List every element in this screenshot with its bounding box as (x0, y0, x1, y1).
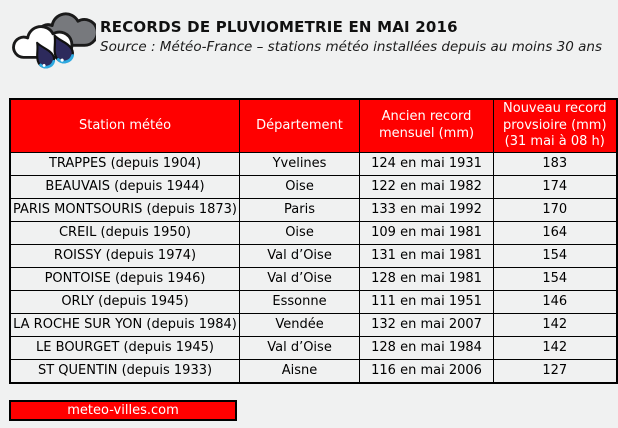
table-row: PARIS MONTSOURIS (depuis 1873) Paris 133… (9, 198, 618, 222)
cell-station: BEAUVAIS (depuis 1944) (9, 175, 241, 199)
cell-ancien-record: 128 en mai 1981 (359, 267, 495, 291)
table-row: ST QUENTIN (depuis 1933) Aisne 116 en ma… (9, 359, 618, 384)
cell-ancien-record: 131 en mai 1981 (359, 244, 495, 268)
table-row: ORLY (depuis 1945) Essonne 111 en mai 19… (9, 290, 618, 314)
cell-station: TRAPPES (depuis 1904) (9, 152, 241, 176)
table-row: PONTOISE (depuis 1946) Val d’Oise 128 en… (9, 267, 618, 291)
cell-station: LA ROCHE SUR YON (depuis 1984) (9, 313, 241, 337)
col-header-nouveau-record: Nouveau record provsioire (mm) (31 mai à… (493, 98, 618, 153)
cell-nouveau-record: 164 (493, 221, 618, 245)
cell-departement: Aisne (239, 359, 361, 384)
page-title: RECORDS DE PLUVIOMETRIE EN MAI 2016 (100, 18, 458, 36)
col-header-station: Station météo (9, 98, 241, 153)
table-row: TRAPPES (depuis 1904) Yvelines 124 en ma… (9, 152, 618, 176)
cell-nouveau-record: 174 (493, 175, 618, 199)
cell-ancien-record: 109 en mai 1981 (359, 221, 495, 245)
cell-station: PARIS MONTSOURIS (depuis 1873) (9, 198, 241, 222)
cell-departement: Oise (239, 175, 361, 199)
cell-ancien-record: 116 en mai 2006 (359, 359, 495, 384)
table-row: ROISSY (depuis 1974) Val d’Oise 131 en m… (9, 244, 618, 268)
cell-departement: Val d’Oise (239, 244, 361, 268)
cell-nouveau-record: 183 (493, 152, 618, 176)
cell-nouveau-record: 170 (493, 198, 618, 222)
col-header-ancien-record: Ancien record mensuel (mm) (359, 98, 495, 153)
cell-station: ST QUENTIN (depuis 1933) (9, 359, 241, 384)
cell-station: ORLY (depuis 1945) (9, 290, 241, 314)
table-header-row: Station météo Département Ancien record … (9, 98, 618, 153)
cell-departement: Paris (239, 198, 361, 222)
cell-ancien-record: 133 en mai 1992 (359, 198, 495, 222)
cell-departement: Yvelines (239, 152, 361, 176)
cell-ancien-record: 128 en mai 1984 (359, 336, 495, 360)
cell-departement: Essonne (239, 290, 361, 314)
cell-station: ROISSY (depuis 1974) (9, 244, 241, 268)
site-label: meteo-villes.com (67, 403, 179, 418)
table-row: LE BOURGET (depuis 1945) Val d’Oise 128 … (9, 336, 618, 360)
cell-departement: Vendée (239, 313, 361, 337)
cell-station: PONTOISE (depuis 1946) (9, 267, 241, 291)
site-banner: meteo-villes.com (9, 400, 237, 421)
cell-departement: Oise (239, 221, 361, 245)
table-row: CREIL (depuis 1950) Oise 109 en mai 1981… (9, 221, 618, 245)
cell-ancien-record: 111 en mai 1951 (359, 290, 495, 314)
cell-nouveau-record: 142 (493, 313, 618, 337)
cell-nouveau-record: 154 (493, 244, 618, 268)
records-table: Station météo Département Ancien record … (9, 98, 618, 384)
col-header-departement: Département (239, 98, 361, 153)
cell-nouveau-record: 127 (493, 359, 618, 384)
cell-ancien-record: 124 en mai 1931 (359, 152, 495, 176)
table-row: LA ROCHE SUR YON (depuis 1984) Vendée 13… (9, 313, 618, 337)
cell-station: LE BOURGET (depuis 1945) (9, 336, 241, 360)
cell-station: CREIL (depuis 1950) (9, 221, 241, 245)
raindrop-icon (36, 41, 56, 69)
cell-ancien-record: 132 en mai 2007 (359, 313, 495, 337)
cell-nouveau-record: 154 (493, 267, 618, 291)
cell-departement: Val d’Oise (239, 267, 361, 291)
source-subtitle: Source : Météo-France – stations météo i… (100, 39, 602, 55)
table-row: BEAUVAIS (depuis 1944) Oise 122 en mai 1… (9, 175, 618, 199)
cell-nouveau-record: 146 (493, 290, 618, 314)
cell-ancien-record: 122 en mai 1982 (359, 175, 495, 199)
raindrop-icon (53, 34, 75, 64)
cell-departement: Val d’Oise (239, 336, 361, 360)
rain-cloud-icon (10, 4, 99, 78)
cell-nouveau-record: 142 (493, 336, 618, 360)
